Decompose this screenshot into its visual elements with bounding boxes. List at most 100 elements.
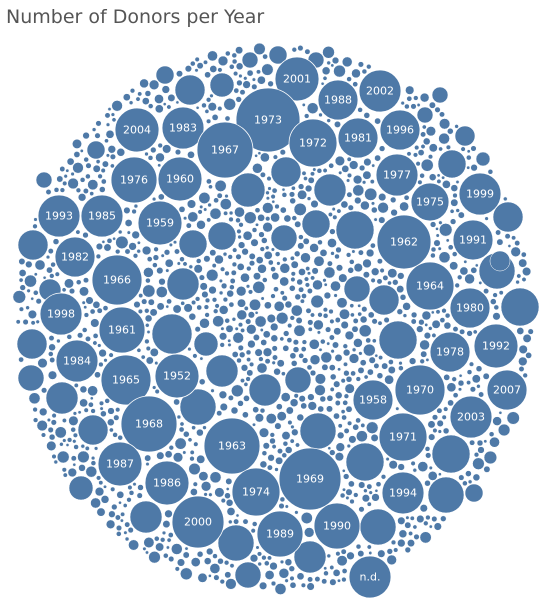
bubble-unlabeled [353, 185, 364, 196]
bubble-unlabeled [335, 452, 344, 461]
bubble-unlabeled [153, 255, 159, 261]
bubble-unlabeled [39, 408, 47, 416]
bubble-unlabeled [495, 230, 500, 235]
bubble-unlabeled [167, 105, 171, 109]
bubble-unlabeled [96, 254, 101, 259]
bubble-unlabeled [67, 334, 72, 339]
bubble-unlabeled [67, 438, 72, 443]
bubble-unlabeled [145, 278, 150, 283]
bubble-unlabeled [226, 487, 229, 490]
bubble-unlabeled [437, 179, 441, 183]
bubble-unlabeled [63, 473, 67, 477]
bubble-unlabeled [28, 310, 37, 319]
bubble-unlabeled [255, 223, 258, 226]
bubble-unlabeled [85, 446, 89, 450]
bubble-unlabeled [408, 531, 412, 535]
bubble-unlabeled [344, 276, 370, 302]
bubble-unlabeled [435, 107, 441, 113]
bubble-unlabeled [382, 363, 388, 369]
bubble-unlabeled [123, 94, 130, 101]
bubble-unlabeled [246, 357, 250, 361]
bubble-unlabeled [96, 476, 101, 481]
bubble-unlabeled [438, 150, 466, 178]
bubble-unlabeled [95, 487, 104, 496]
bubble-unlabeled [220, 267, 225, 272]
bubble-unlabeled [275, 423, 282, 430]
bubble-unlabeled [372, 164, 375, 167]
bubble-unlabeled [167, 538, 171, 542]
bubble-unlabeled [440, 516, 446, 522]
bubble-unlabeled [185, 547, 188, 550]
bubble-unlabeled [94, 372, 100, 378]
bubble-unlabeled [146, 346, 151, 351]
bubble-unlabeled [330, 229, 336, 235]
bubble-unlabeled [271, 267, 276, 272]
bubble-unlabeled [23, 319, 29, 325]
bubble-unlabeled [195, 69, 199, 73]
bubble-unlabeled [163, 553, 168, 558]
bubble-unlabeled [251, 239, 259, 247]
bubble-unlabeled [391, 209, 398, 216]
bubble-unlabeled [156, 286, 167, 297]
bubble-unlabeled [138, 485, 144, 491]
bubble-unlabeled [87, 141, 105, 159]
bubble-unlabeled [252, 78, 256, 82]
bubble-unlabeled [101, 168, 106, 173]
bubble-unlabeled [97, 308, 102, 313]
bubble-unlabeled [165, 259, 173, 267]
bubble-unlabeled [52, 454, 57, 459]
bubble-unlabeled [62, 468, 67, 473]
bubble-unlabeled [215, 488, 225, 498]
bubble-unlabeled [180, 257, 185, 262]
bubble-label: 1966 [103, 274, 131, 287]
bubble-unlabeled [282, 192, 287, 197]
bubble-unlabeled [218, 56, 228, 66]
bubble-unlabeled [85, 174, 90, 179]
bubble-unlabeled [88, 402, 93, 407]
bubble-unlabeled [210, 73, 234, 97]
bubble-unlabeled [337, 579, 340, 582]
bubble-unlabeled [144, 537, 154, 547]
bubble-unlabeled [88, 386, 98, 396]
bubble-unlabeled [236, 286, 246, 296]
bubble-unlabeled [54, 187, 59, 192]
bubble-label: 1959 [146, 217, 174, 230]
bubble-unlabeled [413, 525, 417, 529]
bubble-unlabeled [428, 471, 437, 480]
bubble-unlabeled [206, 179, 211, 184]
bubble-unlabeled [95, 133, 101, 139]
bubble-unlabeled [439, 221, 443, 225]
bubble-unlabeled [437, 174, 440, 177]
bubble-unlabeled [265, 570, 274, 579]
bubble-unlabeled [320, 249, 327, 256]
bubble-unlabeled [425, 323, 428, 326]
bubble-unlabeled [83, 278, 88, 283]
bubble-unlabeled [304, 528, 314, 538]
bubble-unlabeled [455, 124, 459, 128]
bubble-unlabeled [230, 278, 235, 283]
bubble-unlabeled [360, 316, 367, 323]
bubble-unlabeled [379, 217, 386, 224]
bubble-unlabeled [485, 217, 489, 221]
bubble-unlabeled [346, 179, 350, 183]
bubble-unlabeled [294, 394, 299, 399]
bubble-unlabeled [225, 493, 231, 499]
bubble-unlabeled [420, 340, 430, 350]
bubble-unlabeled [426, 126, 436, 136]
bubble-unlabeled [143, 267, 153, 277]
bubble-unlabeled [307, 272, 311, 276]
bubble-unlabeled [323, 46, 335, 58]
bubble-unlabeled [353, 338, 362, 347]
bubble-unlabeled [303, 176, 307, 180]
bubble-unlabeled [346, 253, 351, 258]
bubble-unlabeled [397, 539, 405, 547]
bubble-unlabeled [120, 512, 124, 516]
bubble-unlabeled [450, 209, 454, 213]
bubble-unlabeled [285, 559, 292, 566]
bubble-unlabeled [194, 332, 218, 356]
bubble-unlabeled [266, 191, 270, 195]
bubble-unlabeled [224, 98, 236, 110]
bubble-unlabeled [255, 316, 266, 327]
bubble-unlabeled [281, 393, 290, 402]
bubble-unlabeled [243, 76, 247, 80]
